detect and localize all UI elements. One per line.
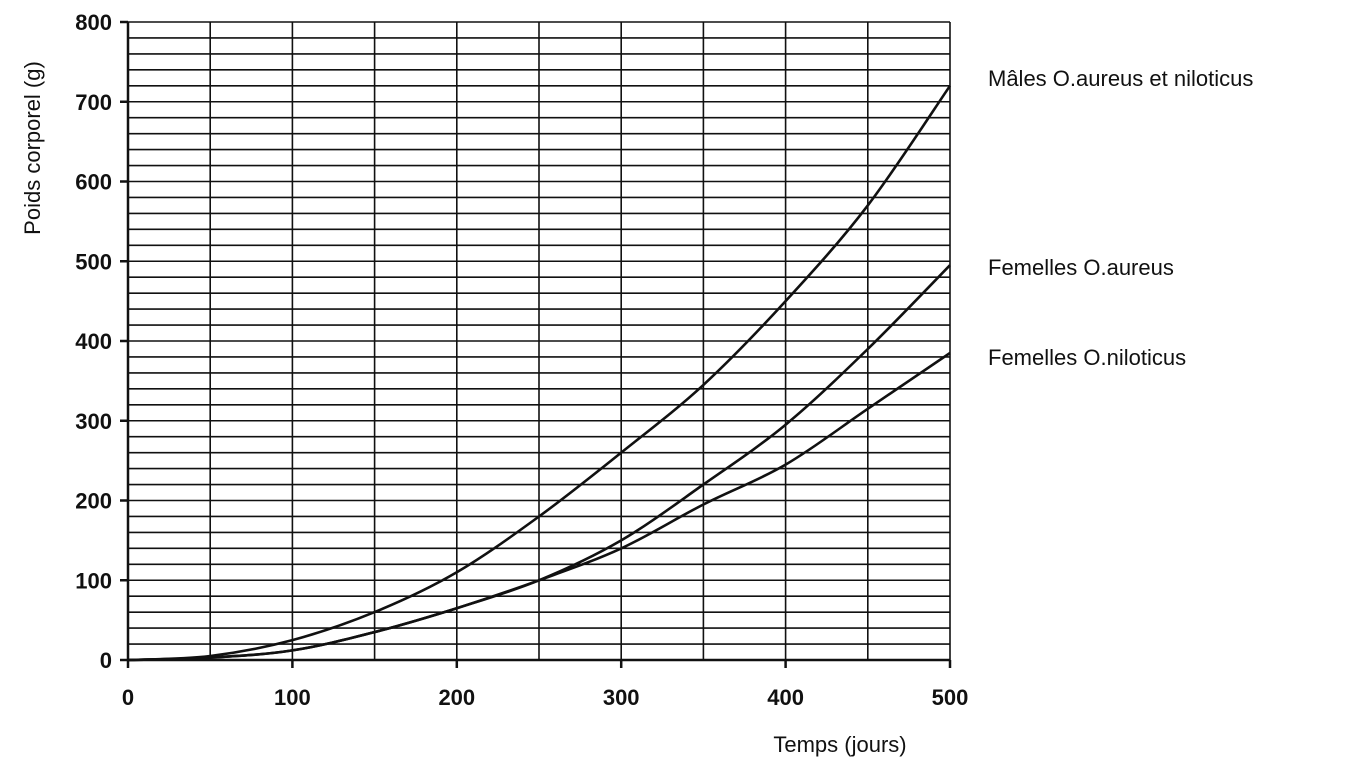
series-labels: Mâles O.aureus et niloticus Femelles O.au…	[988, 66, 1253, 370]
x-tick-label: 0	[122, 685, 134, 710]
x-tick-label: 100	[274, 685, 311, 710]
y-tick-label: 500	[75, 249, 112, 274]
x-tick-label: 300	[603, 685, 640, 710]
y-tick-label: 300	[75, 409, 112, 434]
y-tick-label: 200	[75, 489, 112, 514]
x-axis-title: Temps (jours)	[773, 732, 906, 757]
series-label-1: Mâles O.aureus et niloticus	[988, 66, 1253, 91]
tick-labels: 0 100 200 300 400 500 600 700 800 0 100 200 300 400 50…	[75, 10, 968, 710]
y-tick-label: 400	[75, 329, 112, 354]
x-tick-label: 400	[767, 685, 804, 710]
series-label-3: Femelles O.niloticus	[988, 345, 1186, 370]
y-tick-label: 0	[100, 648, 112, 673]
series-label-2: Femelles O.aureus	[988, 255, 1174, 280]
series-lines	[127, 85, 952, 662]
x-tick-label: 500	[932, 685, 969, 710]
y-tick-label: 700	[75, 90, 112, 115]
axes	[120, 20, 952, 668]
x-tick-label: 200	[438, 685, 475, 710]
y-tick-label: 600	[75, 170, 112, 195]
y-axis-title: Poids corporel (g)	[20, 61, 45, 235]
series-line-3	[127, 351, 951, 662]
series-line-1	[127, 85, 952, 662]
y-tick-label: 800	[75, 10, 112, 35]
y-tick-label: 100	[75, 568, 112, 593]
grid	[127, 21, 951, 661]
